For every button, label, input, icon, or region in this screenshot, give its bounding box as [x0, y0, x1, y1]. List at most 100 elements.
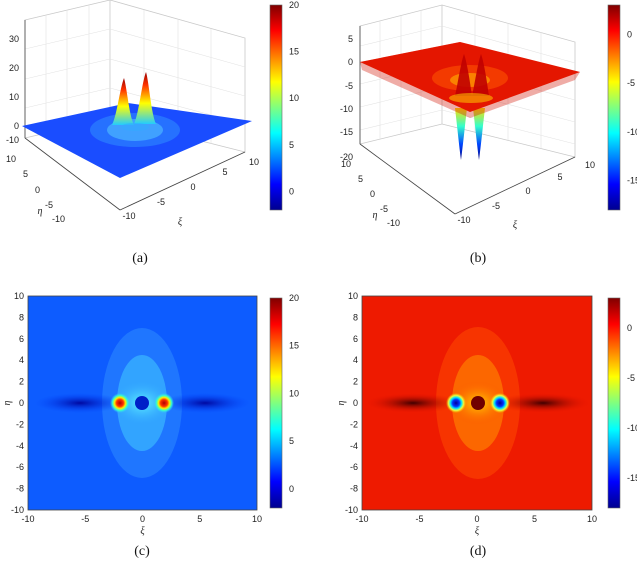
- panel-a-xi-tick: 10: [249, 157, 259, 167]
- panel-d-xlabel: ξ: [475, 526, 480, 537]
- panel-c-center-well: [135, 396, 149, 410]
- panel-d-peak-left: [446, 393, 466, 413]
- panel-b-eta-tick: -10: [387, 218, 400, 228]
- panel-b-xi-tick: 10: [585, 160, 595, 170]
- panel-c-ylabel: η: [2, 400, 13, 405]
- panel-c-y-tick: -8: [16, 484, 24, 494]
- panel-b-ylabel: η: [373, 210, 378, 221]
- panel-c-y-tick: -10: [11, 505, 24, 515]
- panel-c-y-tick: 2: [19, 377, 24, 387]
- panel-a-z-tick: 20: [9, 63, 19, 73]
- panel-a-ylabel: η: [38, 206, 43, 217]
- panel-d-x-tick: 10: [587, 514, 597, 524]
- panel-d-colorbar: [607, 297, 621, 509]
- panel-a-colorbar-tick: 20: [289, 0, 299, 10]
- panel-a-eta-tick: -5: [45, 200, 53, 210]
- panel-c-x-tick: -10: [21, 514, 34, 524]
- panel-a-eta-tick: -10: [52, 214, 65, 224]
- panel-d-y-tick: -10: [345, 505, 358, 515]
- panel-a-colorbar-tick: 15: [289, 47, 299, 57]
- panel-a-eta-tick: 10: [6, 154, 16, 164]
- panel-d-y-tick: 4: [353, 355, 358, 365]
- panel-d-x-tick: 5: [532, 514, 537, 524]
- panel-c-colorbar-tick: 20: [289, 293, 299, 303]
- panel-c-y-tick: -4: [16, 441, 24, 451]
- panel-c-caption: (c): [134, 544, 150, 559]
- panel-d-x-tick: -5: [415, 514, 423, 524]
- panel-d-y-tick: 10: [348, 291, 358, 301]
- panel-a-colorbar-tick: 5: [289, 140, 294, 150]
- panel-c-colorbar-tick: 0: [289, 484, 294, 494]
- panel-a-caption: (a): [132, 251, 148, 266]
- panel-d-peak-right: [490, 393, 510, 413]
- panel-c-lobe-left: [35, 393, 125, 413]
- panel-b-colorbar-tick: -10: [627, 127, 637, 137]
- panel-b-z-tick: -15: [340, 127, 353, 137]
- panel-b-xi-tick: -5: [492, 201, 500, 211]
- panel-d-x-tick: 0: [474, 514, 479, 524]
- panel-b-z-tick: -5: [345, 81, 353, 91]
- panel-c-colorbar-tick: 5: [289, 436, 294, 446]
- panel-a-xi-tick: -5: [157, 197, 165, 207]
- panel-a-colorbar: [269, 4, 283, 211]
- panel-d-x-tick: -10: [355, 514, 368, 524]
- panel-c-colorbar-tick: 15: [289, 341, 299, 351]
- panel-b-xlabel: ξ: [513, 220, 518, 231]
- panel-a-eta-tick: 5: [23, 169, 28, 179]
- panel-d-y-tick: 2: [353, 377, 358, 387]
- panel-a-eta-tick: 0: [35, 185, 40, 195]
- panel-d-center-well: [471, 396, 485, 410]
- panel-c-x-tick: 0: [140, 514, 145, 524]
- panel-b-eta-tick: -5: [380, 204, 388, 214]
- panel-b-xi-tick: -10: [457, 215, 470, 225]
- panel-b-z-tick: -10: [340, 104, 353, 114]
- panel-b-caption: (b): [470, 251, 487, 266]
- panel-a-gridlines: [24, 5, 246, 144]
- panel-c-y-tick: 8: [19, 312, 24, 322]
- panel-c-x-tick: 10: [252, 514, 262, 524]
- panel-c-colorbar: [269, 297, 283, 509]
- panel-b-colorbar-tick: 0: [627, 29, 632, 39]
- panel-c: [27, 295, 283, 511]
- panel-c-x-tick: -5: [81, 514, 89, 524]
- panel-d: [361, 295, 621, 511]
- panel-b-xi-tick: 0: [525, 186, 530, 196]
- panel-b-z-tick: 0: [348, 57, 353, 67]
- panel-c-y-tick: -2: [16, 419, 24, 429]
- panel-b-colorbar-tick: -15: [627, 176, 637, 186]
- panel-c-y-tick: 10: [14, 291, 24, 301]
- panel-a: [22, 0, 283, 211]
- panel-a-xi-tick: -10: [122, 211, 135, 221]
- panel-d-colorbar-tick: 0: [627, 323, 632, 333]
- panel-a-peak-left: [112, 78, 134, 125]
- panel-b-dip-right: [473, 108, 485, 160]
- panel-b-z-tick: -20: [340, 152, 353, 162]
- panel-a-xi-tick: 0: [190, 182, 195, 192]
- panel-d-y-tick: -2: [350, 419, 358, 429]
- panel-c-y-tick: 4: [19, 355, 24, 365]
- panel-d-colorbar-tick: -15: [627, 473, 637, 483]
- panel-d-ylabel: η: [336, 400, 347, 405]
- panel-a-peak-right: [134, 72, 156, 124]
- panel-a-colorbar-tick: 0: [289, 186, 294, 196]
- panel-d-colorbar-tick: -10: [627, 423, 637, 433]
- panel-d-y-tick: -8: [350, 484, 358, 494]
- panel-d-y-tick: -6: [350, 462, 358, 472]
- panel-c-y-tick: -6: [16, 462, 24, 472]
- panel-b-colorbar-tick: -5: [627, 78, 635, 88]
- panel-b-eta-tick: 0: [370, 189, 375, 199]
- panel-d-lobe-left: [365, 393, 461, 413]
- panel-a-z-tick: 30: [9, 34, 19, 44]
- panel-a-z-tick: 0: [14, 121, 19, 131]
- panel-c-colorbar-tick: 10: [289, 388, 299, 398]
- panel-a-colorbar-tick: 10: [289, 93, 299, 103]
- panel-c-lobe-right: [160, 393, 250, 413]
- panel-a-xi-tick: 5: [222, 167, 227, 177]
- panel-d-y-tick: 0: [353, 398, 358, 408]
- panel-c-peak-left: [110, 393, 130, 413]
- panel-c-x-tick: 5: [197, 514, 202, 524]
- panel-d-y-tick: 6: [353, 334, 358, 344]
- panel-b-colorbar: [607, 4, 621, 211]
- panel-d-caption: (d): [470, 544, 487, 559]
